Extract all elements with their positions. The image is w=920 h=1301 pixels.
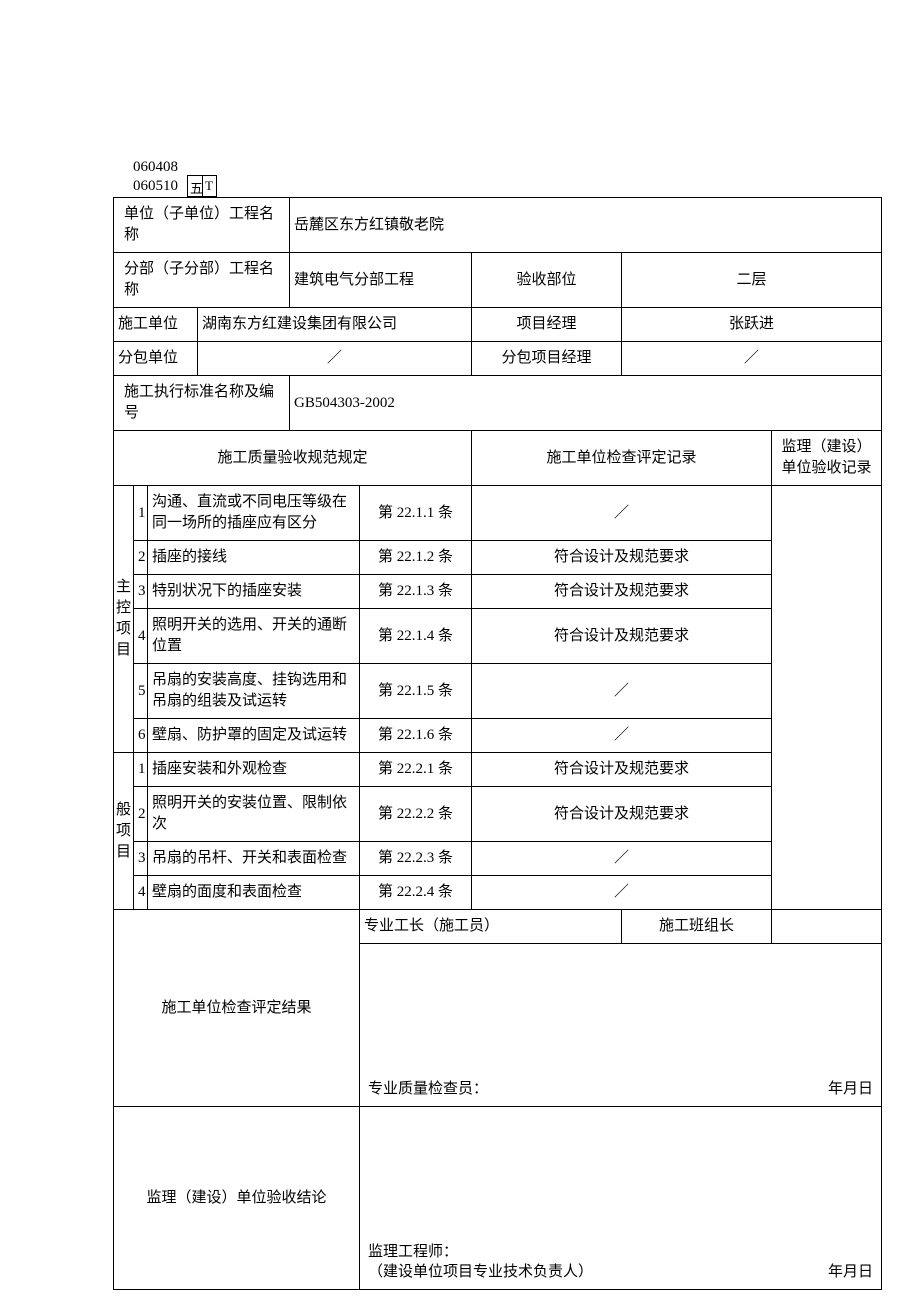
cell-rec: 符合设计及规范要求 bbox=[472, 541, 772, 575]
sup-record-cell bbox=[772, 486, 882, 910]
small-code-box: 五 T bbox=[187, 175, 217, 197]
contractor-value: 湖南东方红建设集团有限公司 bbox=[198, 308, 472, 342]
section-label: 分部（子分部）工程名称 bbox=[114, 253, 290, 308]
table-row: 般项目 1 插座安装和外观检查 第 22.2.1 条 符合设计及规范要求 bbox=[114, 753, 882, 787]
row-section: 分部（子分部）工程名称 建筑电气分部工程 验收部位 二层 bbox=[114, 253, 882, 308]
contractor-label: 施工单位 bbox=[114, 308, 198, 342]
cell-num: 1 bbox=[134, 753, 148, 787]
cell-clause: 第 22.1.1 条 bbox=[360, 486, 472, 541]
cell-clause: 第 22.2.4 条 bbox=[360, 876, 472, 910]
accept-part-value: 二层 bbox=[622, 253, 882, 308]
table-row: 3 特别状况下的插座安装 第 22.1.3 条 符合设计及规范要求 bbox=[114, 575, 882, 609]
cell-desc: 吊扇的吊杆、开关和表面检查 bbox=[148, 842, 360, 876]
cell-num: 6 bbox=[134, 719, 148, 753]
result-label: 施工单位检查评定结果 bbox=[114, 910, 360, 1107]
table-row: 4 照明开关的选用、开关的通断位置 第 22.1.4 条 符合设计及规范要求 bbox=[114, 609, 882, 664]
cell-clause: 第 22.1.2 条 bbox=[360, 541, 472, 575]
unit-label: 单位（子单位）工程名称 bbox=[114, 198, 290, 253]
unit-value: 岳麓区东方红镇敬老院 bbox=[290, 198, 882, 253]
cell-rec: ／ bbox=[472, 876, 772, 910]
record-title: 施工单位检查评定记录 bbox=[472, 431, 772, 486]
std-value: GB504303-2002 bbox=[290, 376, 882, 431]
section-value: 建筑电气分部工程 bbox=[290, 253, 472, 308]
cell-rec: 符合设计及规范要求 bbox=[472, 787, 772, 842]
cell-desc: 特别状况下的插座安装 bbox=[148, 575, 360, 609]
row-unit: 单位（子单位）工程名称 岳麓区东方红镇敬老院 bbox=[114, 198, 882, 253]
conclusion-cell: 监理工程师： （建设单位项目专业技术负责人） 年月日 bbox=[360, 1107, 882, 1290]
doc-codes: 060408 060510 bbox=[133, 158, 178, 196]
date-label: 年月日 bbox=[828, 1079, 873, 1100]
cell-num: 1 bbox=[134, 486, 148, 541]
row-titles: 施工质量验收规范规定 施工单位检查评定记录 监理（建设）单位验收记录 bbox=[114, 431, 882, 486]
cell-clause: 第 22.1.5 条 bbox=[360, 664, 472, 719]
cell-num: 3 bbox=[134, 575, 148, 609]
sup-eng-label: 监理工程师： bbox=[368, 1242, 458, 1263]
smallbox-left: 五 bbox=[190, 178, 203, 197]
group-main-label: 主控项目 bbox=[114, 486, 134, 753]
cell-num: 4 bbox=[134, 609, 148, 664]
team-blank bbox=[772, 910, 882, 944]
table-row: 2 插座的接线 第 22.1.2 条 符合设计及规范要求 bbox=[114, 541, 882, 575]
group-general-label: 般项目 bbox=[114, 753, 134, 910]
owner-label: （建设单位项目专业技术负责人） bbox=[368, 1264, 593, 1280]
cell-num: 4 bbox=[134, 876, 148, 910]
cell-rec: ／ bbox=[472, 486, 772, 541]
sub-pm-value: ／ bbox=[622, 342, 882, 376]
pm-value: 张跃进 bbox=[622, 308, 882, 342]
table-row: 主控项目 1 沟通、直流或不同电压等级在同一场所的插座应有区分 第 22.1.1… bbox=[114, 486, 882, 541]
table-row: 6 壁扇、防护罩的固定及试运转 第 22.1.6 条 ／ bbox=[114, 719, 882, 753]
cell-desc: 壁扇的面度和表面检查 bbox=[148, 876, 360, 910]
cell-desc: 沟通、直流或不同电压等级在同一场所的插座应有区分 bbox=[148, 486, 360, 541]
table-row: 3 吊扇的吊杆、开关和表面检查 第 22.2.3 条 ／ bbox=[114, 842, 882, 876]
qc-cell: 专业质量检查员： 年月日 bbox=[360, 944, 882, 1107]
cell-rec: ／ bbox=[472, 719, 772, 753]
sub-value: ／ bbox=[198, 342, 472, 376]
cell-clause: 第 22.2.2 条 bbox=[360, 787, 472, 842]
table-row: 5 吊扇的安装高度、挂钩选用和吊扇的组装及试运转 第 22.1.5 条 ／ bbox=[114, 664, 882, 719]
row-subcontractor: 分包单位 ／ 分包项目经理 ／ bbox=[114, 342, 882, 376]
row-standard: 施工执行标准名称及编号 GB504303-2002 bbox=[114, 376, 882, 431]
cell-rec: ／ bbox=[472, 842, 772, 876]
row-foreman: 施工单位检查评定结果 专业工长（施工员） 施工班组长 bbox=[114, 910, 882, 944]
cell-clause: 第 22.1.3 条 bbox=[360, 575, 472, 609]
row-contractor: 施工单位 湖南东方红建设集团有限公司 项目经理 张跃进 bbox=[114, 308, 882, 342]
cell-clause: 第 22.2.3 条 bbox=[360, 842, 472, 876]
cell-rec: 符合设计及规范要求 bbox=[472, 609, 772, 664]
cell-rec: 符合设计及规范要求 bbox=[472, 753, 772, 787]
cell-num: 3 bbox=[134, 842, 148, 876]
pm-label: 项目经理 bbox=[472, 308, 622, 342]
accept-part-label: 验收部位 bbox=[472, 253, 622, 308]
code-a: 060408 bbox=[133, 159, 178, 175]
team-label: 施工班组长 bbox=[622, 910, 772, 944]
cell-desc: 照明开关的选用、开关的通断位置 bbox=[148, 609, 360, 664]
cell-desc: 吊扇的安装高度、挂钩选用和吊扇的组装及试运转 bbox=[148, 664, 360, 719]
qc-label: 专业质量检查员： bbox=[368, 1079, 488, 1100]
cell-clause: 第 22.1.6 条 bbox=[360, 719, 472, 753]
cell-desc: 插座安装和外观检查 bbox=[148, 753, 360, 787]
std-label: 施工执行标准名称及编号 bbox=[114, 376, 290, 431]
code-b: 060510 bbox=[133, 178, 178, 194]
foreman-label: 专业工长（施工员） bbox=[360, 910, 622, 944]
date-label-2: 年月日 bbox=[828, 1262, 873, 1283]
cell-num: 2 bbox=[134, 787, 148, 842]
cell-rec: 符合设计及规范要求 bbox=[472, 575, 772, 609]
cell-rec: ／ bbox=[472, 664, 772, 719]
conclusion-label: 监理（建设）单位验收结论 bbox=[114, 1107, 360, 1290]
spec-title: 施工质量验收规范规定 bbox=[114, 431, 472, 486]
cell-desc: 插座的接线 bbox=[148, 541, 360, 575]
cell-clause: 第 22.2.1 条 bbox=[360, 753, 472, 787]
sub-pm-label: 分包项目经理 bbox=[472, 342, 622, 376]
table-row: 2 照明开关的安装位置、限制依次 第 22.2.2 条 符合设计及规范要求 bbox=[114, 787, 882, 842]
cell-num: 2 bbox=[134, 541, 148, 575]
cell-num: 5 bbox=[134, 664, 148, 719]
cell-clause: 第 22.1.4 条 bbox=[360, 609, 472, 664]
row-conclusion: 监理（建设）单位验收结论 监理工程师： （建设单位项目专业技术负责人） 年月日 bbox=[114, 1107, 882, 1290]
inspection-table: 单位（子单位）工程名称 岳麓区东方红镇敬老院 分部（子分部）工程名称 建筑电气分… bbox=[113, 197, 882, 1290]
cell-desc: 壁扇、防护罩的固定及试运转 bbox=[148, 719, 360, 753]
cell-desc: 照明开关的安装位置、限制依次 bbox=[148, 787, 360, 842]
sup-record-title: 监理（建设）单位验收记录 bbox=[772, 431, 882, 486]
smallbox-right: T bbox=[205, 178, 213, 194]
table-row: 4 壁扇的面度和表面检查 第 22.2.4 条 ／ bbox=[114, 876, 882, 910]
sub-label: 分包单位 bbox=[114, 342, 198, 376]
